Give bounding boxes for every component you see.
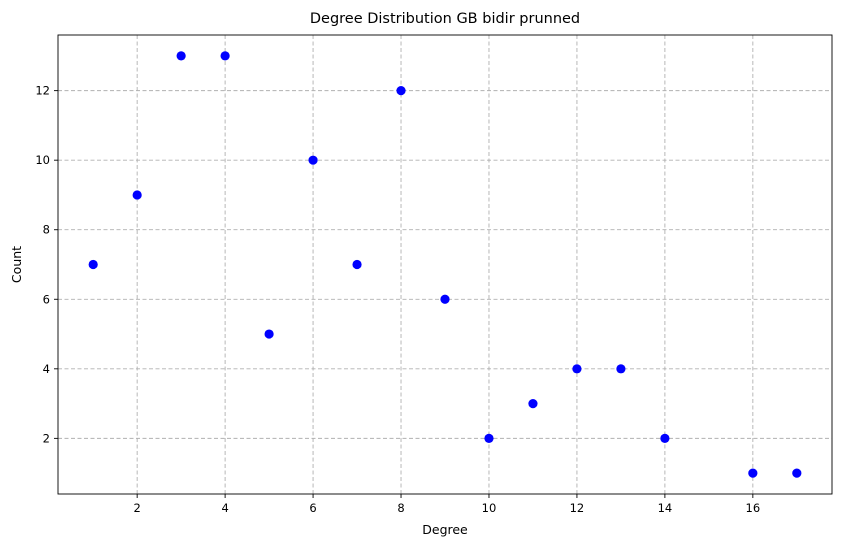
data-point [572,364,582,374]
x-tick-label: 16 [746,501,761,515]
data-point [660,433,670,443]
y-tick-label: 12 [35,84,50,98]
data-point [176,51,186,61]
x-tick-label: 10 [482,501,497,515]
y-axis-label: Count [9,246,24,283]
y-tick-label: 4 [43,362,50,376]
data-point [88,259,98,270]
data-point [264,329,274,339]
chart-title: Degree Distribution GB bidir prunned [310,11,580,27]
data-point [616,364,626,374]
ticks-layer: 2 4 6 8 10 12 14 16 2 4 6 8 10 12 [35,84,760,515]
x-tick-label: 14 [658,501,673,515]
x-tick-label: 12 [570,501,585,515]
y-tick-label: 10 [35,153,50,167]
data-point [396,86,406,96]
data-point [484,433,494,443]
x-axis-label: Degree [422,522,468,537]
x-tick-label: 6 [309,501,316,515]
x-tick-label: 2 [133,501,140,515]
points-layer [88,51,802,478]
y-tick-label: 2 [43,431,50,445]
y-tick-label: 6 [43,292,50,306]
x-tick-label: 8 [397,501,404,515]
data-point [308,155,318,165]
data-point [220,51,230,61]
data-point [748,468,758,478]
data-point [792,468,802,478]
data-point [352,259,362,270]
data-point [528,398,538,409]
data-point [440,294,450,304]
plot-frame [57,34,833,495]
y-tick-label: 8 [43,223,50,237]
data-point [132,190,142,200]
x-tick-label: 4 [221,501,228,515]
